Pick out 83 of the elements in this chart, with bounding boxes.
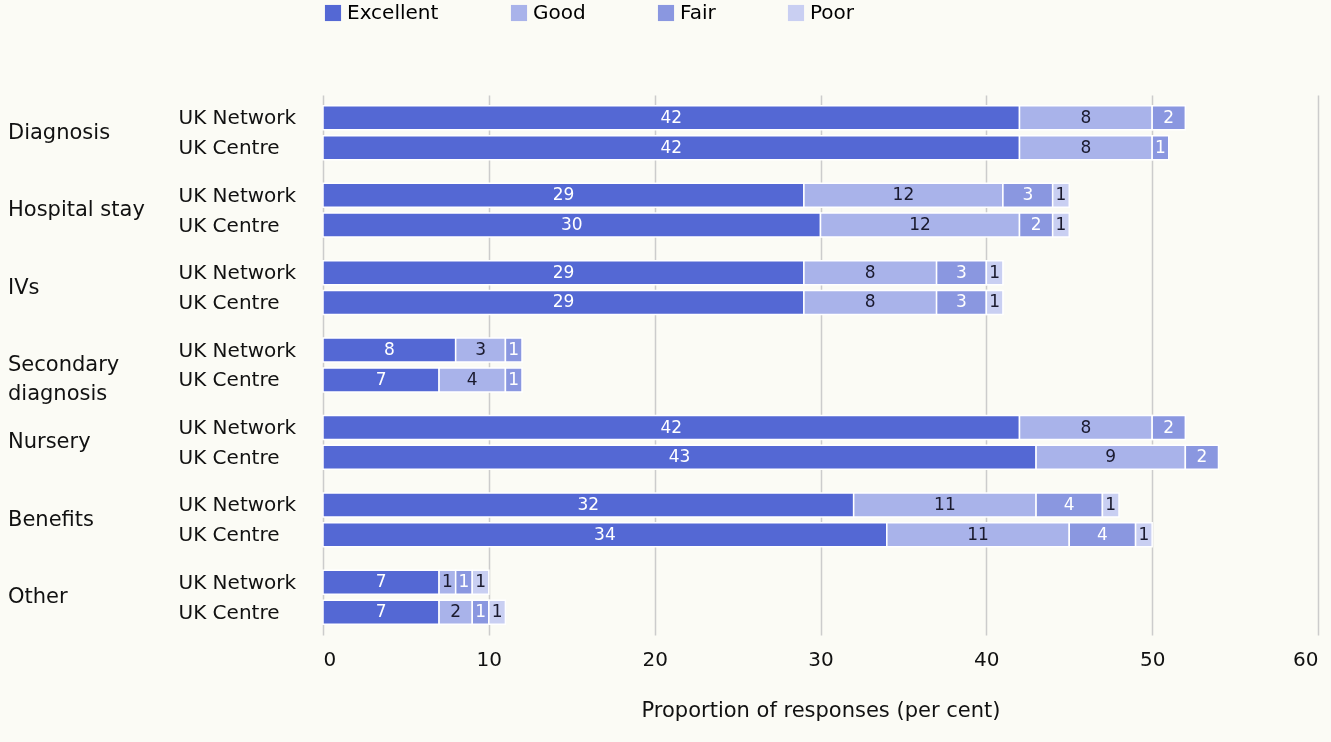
data-label: 2 [1163,106,1175,127]
y-tick-label: UK Centre [178,367,280,392]
y-tick-label: UK Centre [178,135,280,160]
y-tick-label: UK Network [178,415,297,440]
y-tick-label: UK Network [178,569,297,594]
data-label: 1 [989,291,1001,312]
data-label: 1 [508,339,520,360]
data-label: 12 [892,184,915,205]
data-label: 1 [1055,184,1067,205]
legend-label: Fair [680,0,717,24]
data-label: 2 [450,601,462,622]
y-tick-label: UK Centre [178,599,280,624]
y-tick-label: UK Centre [178,212,280,237]
x-tick-label: 30 [808,646,834,671]
data-label: 1 [1055,214,1067,235]
data-label: 1 [491,601,503,622]
data-label: 7 [375,368,387,389]
text: Other [8,584,68,609]
legend-label: Poor [810,0,855,24]
data-label: 1 [458,571,470,592]
text: Hospital stay [8,197,145,222]
data-label: 1 [441,571,453,592]
data-label: 3 [956,261,967,282]
data-label: 4 [1097,523,1108,544]
data-label: 1 [1138,523,1150,544]
data-label: 1 [1105,493,1117,514]
data-label: 1 [989,261,1001,282]
legend-label: Good [533,0,586,24]
y-tick-label: UK Network [178,182,297,207]
data-label: 12 [909,214,931,235]
data-label: 42 [660,416,683,437]
data-label: 2 [1030,214,1042,235]
data-label: 4 [466,368,478,389]
data-label: 3 [1022,184,1034,205]
data-label: 29 [552,291,575,312]
y-tick-label: UK Network [178,492,297,517]
y-tick-label: UK Centre [178,289,280,314]
y-tick-label: UK Network [178,260,297,285]
data-label: 4 [1063,493,1075,514]
data-label: 1 [508,368,520,389]
data-label: 1 [475,601,486,622]
y-tick-label: UK Network [178,337,297,362]
data-label: 42 [660,106,683,127]
data-label: 29 [552,184,575,205]
data-label: 32 [577,493,600,514]
legend-label: Excellent [347,0,439,24]
data-label: 3 [475,339,486,360]
data-label: 1 [1155,136,1166,157]
data-label: 2 [1163,416,1175,437]
y-tick-label: UK Network [178,105,297,130]
x-tick-label: 20 [642,646,668,671]
data-label: 8 [1080,136,1092,157]
data-label: 3 [956,291,967,312]
data-label: 42 [660,136,683,157]
text: IVs [8,274,40,299]
x-tick-label: 60 [1293,646,1319,671]
data-label: 7 [375,601,387,622]
y-tick-label: UK Centre [178,444,280,469]
data-label: 9 [1105,446,1117,467]
text: Nursery [8,429,91,454]
data-label: 11 [967,523,989,544]
data-label: 34 [594,523,616,544]
data-label: 8 [1080,416,1092,437]
data-label: 30 [560,214,583,235]
data-label: 8 [864,291,876,312]
data-label: 1 [475,571,486,592]
data-label: 8 [1080,106,1092,127]
x-tick-label: 50 [1139,646,1166,671]
text: Benefits [8,506,94,531]
data-label: 11 [934,493,956,514]
data-label: 29 [552,261,575,282]
text: Diagnosis [8,119,111,144]
x-tick-label: 0 [323,646,337,671]
data-label: 43 [668,446,691,467]
data-label: 2 [1196,446,1208,467]
data-label: 8 [383,339,395,360]
text: Secondary diagnosis [8,352,120,405]
x-tick-label: 40 [974,646,1000,671]
data-label: 8 [864,261,876,282]
x-tick-label: 10 [476,646,503,671]
x-axis-title: Proportion of responses (per cent) [641,697,1001,722]
data-label: 7 [375,571,387,592]
y-tick-label: UK Centre [178,522,280,547]
